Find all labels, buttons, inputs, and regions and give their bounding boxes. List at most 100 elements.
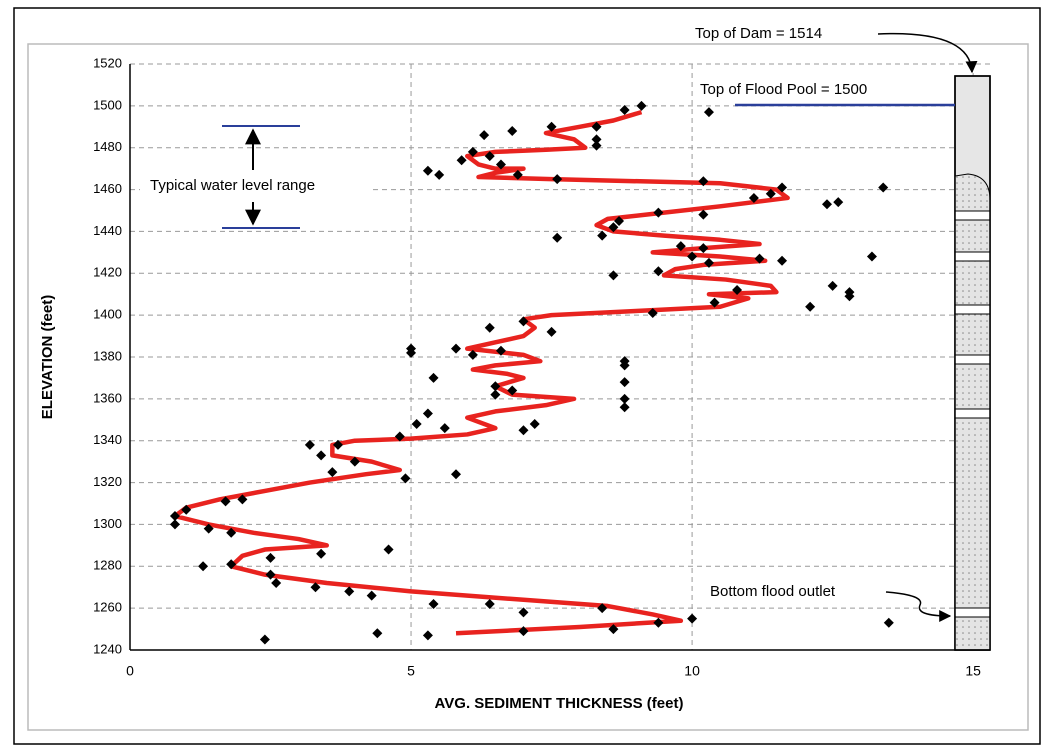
point — [614, 215, 625, 226]
point — [518, 425, 529, 436]
point — [805, 301, 816, 312]
point — [169, 519, 180, 530]
point — [619, 105, 630, 116]
point — [619, 402, 630, 413]
point — [619, 360, 630, 371]
y-tick-label: 1340 — [93, 432, 122, 447]
point — [636, 100, 647, 111]
point — [754, 253, 765, 264]
point — [484, 151, 495, 162]
point — [490, 389, 501, 400]
chart-panel — [27, 43, 1029, 731]
point — [428, 598, 439, 609]
point — [226, 527, 237, 538]
point — [310, 582, 321, 593]
point — [653, 266, 664, 277]
point — [344, 586, 355, 597]
point — [878, 182, 889, 193]
point — [552, 232, 563, 243]
point — [518, 607, 529, 618]
point — [316, 548, 327, 559]
point — [304, 439, 315, 450]
y-tick-label: 1500 — [93, 97, 122, 112]
point — [490, 381, 501, 392]
arrow — [877, 32, 978, 74]
point — [411, 418, 422, 429]
point — [827, 280, 838, 291]
x-tick-label: 15 — [965, 663, 981, 679]
point — [422, 408, 433, 419]
point — [467, 146, 478, 157]
point — [434, 169, 445, 180]
point — [349, 456, 360, 467]
point — [777, 182, 788, 193]
annotation: Bottom flood outlet — [710, 583, 836, 600]
y-tick-label: 1460 — [93, 181, 122, 196]
point — [383, 544, 394, 555]
point — [518, 626, 529, 637]
point — [709, 297, 720, 308]
point — [512, 169, 523, 180]
y-tick-label: 1440 — [93, 223, 122, 238]
point — [422, 630, 433, 641]
y-tick-label: 1400 — [93, 307, 122, 322]
point — [597, 230, 608, 241]
point — [507, 125, 518, 136]
point — [675, 241, 686, 252]
arrow — [885, 591, 952, 622]
point — [181, 504, 192, 515]
dam — [954, 75, 991, 651]
y-tick-label: 1320 — [93, 474, 122, 489]
point — [265, 552, 276, 563]
point — [653, 207, 664, 218]
point — [687, 251, 698, 262]
point — [608, 624, 619, 635]
point — [467, 349, 478, 360]
annotation: Top of Dam = 1514 — [695, 25, 822, 42]
point — [844, 291, 855, 302]
x-tick-label: 10 — [684, 663, 700, 679]
point — [198, 561, 209, 572]
point — [203, 523, 214, 534]
point — [765, 188, 776, 199]
point — [507, 385, 518, 396]
point — [591, 121, 602, 132]
point — [422, 165, 433, 176]
point — [833, 197, 844, 208]
point — [495, 345, 506, 356]
point — [698, 209, 709, 220]
x-axis-title: AVG. SEDIMENT THICKNESS (feet) — [435, 695, 684, 712]
point — [821, 199, 832, 210]
point — [698, 243, 709, 254]
point — [220, 496, 231, 507]
y-tick-label: 1280 — [93, 558, 122, 573]
point — [597, 603, 608, 614]
point — [456, 155, 467, 166]
point — [883, 617, 894, 628]
y-tick-label: 1520 — [93, 55, 122, 70]
y-tick-label: 1380 — [93, 348, 122, 363]
point — [866, 251, 877, 262]
y-tick-label: 1360 — [93, 390, 122, 405]
point — [546, 326, 557, 337]
x-tick-label: 0 — [126, 663, 134, 679]
point — [366, 590, 377, 601]
point — [406, 347, 417, 358]
x-tick-label: 5 — [407, 663, 415, 679]
y-axis-title: ELEVATION (feet) — [39, 295, 56, 419]
point — [428, 372, 439, 383]
point — [619, 377, 630, 388]
point — [439, 423, 450, 434]
point — [647, 308, 658, 319]
point — [518, 316, 529, 327]
y-tick-label: 1260 — [93, 600, 122, 615]
point — [777, 255, 788, 266]
point — [484, 598, 495, 609]
annotation: Typical water level range — [150, 177, 315, 194]
point — [698, 176, 709, 187]
point — [703, 107, 714, 118]
point — [552, 174, 563, 185]
point — [394, 431, 405, 442]
